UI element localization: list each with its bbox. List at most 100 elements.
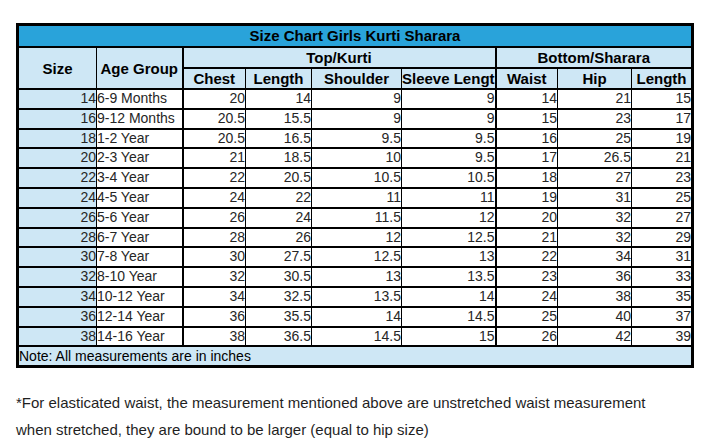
age-cell: 1-2 Year <box>97 129 183 149</box>
waist-cell: 21 <box>496 228 558 248</box>
hip-cell: 27 <box>558 168 632 188</box>
hip-cell: 25 <box>558 129 632 149</box>
chest-cell: 36 <box>183 307 246 327</box>
waist-cell: 20 <box>496 208 558 228</box>
sleeve-length-cell: 15 <box>402 327 496 347</box>
top-length-cell: 26 <box>246 228 312 248</box>
chest-cell: 20 <box>183 89 246 109</box>
shoulder-cell: 13.5 <box>312 287 402 307</box>
bottom-length-cell: 29 <box>632 228 693 248</box>
size-cell: 20 <box>18 148 97 168</box>
sleeve-length-cell: 10.5 <box>402 168 496 188</box>
chest-cell: 30 <box>183 247 246 267</box>
waist-cell: 26 <box>496 327 558 347</box>
chest-cell: 32 <box>183 267 246 287</box>
waist-cell: 17 <box>496 148 558 168</box>
bottom-length-cell: 35 <box>632 287 693 307</box>
bottom-length-cell: 33 <box>632 267 693 287</box>
bottom-length-cell: 17 <box>632 109 693 129</box>
top-length-cell: 20.5 <box>246 168 312 188</box>
note-row: Note: All measurements are in inches <box>18 346 693 367</box>
chest-cell: 26 <box>183 208 246 228</box>
hip-cell: 23 <box>558 109 632 129</box>
size-cell: 14 <box>18 89 97 109</box>
size-table-body: 146-9 Months201499142115169-12 Months20.… <box>18 89 693 346</box>
waist-cell: 19 <box>496 188 558 208</box>
waist-cell: 24 <box>496 287 558 307</box>
sleeve-length-cell: 9.5 <box>402 129 496 149</box>
col-header-shoulder: Shoulder <box>312 68 402 89</box>
sleeve-length-cell: 12.5 <box>402 228 496 248</box>
hip-cell: 32 <box>558 208 632 228</box>
hip-cell: 40 <box>558 307 632 327</box>
table-row: 146-9 Months201499142115 <box>18 89 693 109</box>
table-row: 3612-14 Year3635.51414.5254037 <box>18 307 693 327</box>
age-cell: 5-6 Year <box>97 208 183 228</box>
top-length-cell: 36.5 <box>246 327 312 347</box>
size-chart-table: Size Chart Girls Kurti Sharara Size Age … <box>16 23 694 368</box>
size-chart-page: Size Chart Girls Kurti Sharara Size Age … <box>0 0 722 445</box>
age-cell: 10-12 Year <box>97 287 183 307</box>
shoulder-cell: 10 <box>312 148 402 168</box>
age-cell: 8-10 Year <box>97 267 183 287</box>
age-cell: 2-3 Year <box>97 148 183 168</box>
age-cell: 14-16 Year <box>97 327 183 347</box>
size-cell: 36 <box>18 307 97 327</box>
bottom-length-cell: 37 <box>632 307 693 327</box>
shoulder-cell: 9.5 <box>312 129 402 149</box>
shoulder-cell: 14 <box>312 307 402 327</box>
top-length-cell: 22 <box>246 188 312 208</box>
table-row: 244-5 Year24221111193125 <box>18 188 693 208</box>
age-cell: 6-9 Months <box>97 89 183 109</box>
col-header-sleeve-length: Sleeve Length <box>402 68 496 89</box>
top-length-cell: 30.5 <box>246 267 312 287</box>
waist-cell: 15 <box>496 109 558 129</box>
table-row: 3814-16 Year3836.514.515264239 <box>18 327 693 347</box>
footnote: *For elasticated waist, the measurement … <box>16 389 676 443</box>
top-length-cell: 15.5 <box>246 109 312 129</box>
table-row: 328-10 Year3230.51313.5233633 <box>18 267 693 287</box>
shoulder-cell: 14.5 <box>312 327 402 347</box>
shoulder-cell: 11.5 <box>312 208 402 228</box>
col-header-waist: Waist <box>496 68 558 89</box>
hip-cell: 42 <box>558 327 632 347</box>
table-title: Size Chart Girls Kurti Sharara <box>18 25 693 48</box>
sleeve-length-cell: 11 <box>402 188 496 208</box>
waist-cell: 23 <box>496 267 558 287</box>
size-cell: 26 <box>18 208 97 228</box>
sleeve-length-cell: 9 <box>402 89 496 109</box>
top-length-cell: 16.5 <box>246 129 312 149</box>
size-cell: 30 <box>18 247 97 267</box>
sleeve-length-cell: 13.5 <box>402 267 496 287</box>
shoulder-cell: 12.5 <box>312 247 402 267</box>
waist-cell: 14 <box>496 89 558 109</box>
top-length-cell: 18.5 <box>246 148 312 168</box>
group-header-top-kurti: Top/Kurti <box>183 47 496 68</box>
measurements-note: Note: All measurements are in inches <box>18 346 693 367</box>
top-length-cell: 32.5 <box>246 287 312 307</box>
table-row: 223-4 Year2220.510.510.5182723 <box>18 168 693 188</box>
top-length-cell: 24 <box>246 208 312 228</box>
table-row: 265-6 Year262411.512203227 <box>18 208 693 228</box>
age-cell: 7-8 Year <box>97 247 183 267</box>
size-cell: 32 <box>18 267 97 287</box>
shoulder-cell: 13 <box>312 267 402 287</box>
waist-cell: 22 <box>496 247 558 267</box>
group-header-row: Size Age Group Top/Kurti Bottom/Sharara <box>18 47 693 68</box>
bottom-length-cell: 15 <box>632 89 693 109</box>
bottom-length-cell: 25 <box>632 188 693 208</box>
waist-cell: 16 <box>496 129 558 149</box>
chest-cell: 34 <box>183 287 246 307</box>
size-cell: 38 <box>18 327 97 347</box>
chest-cell: 38 <box>183 327 246 347</box>
table-row: 169-12 Months20.515.599152317 <box>18 109 693 129</box>
col-header-chest: Chest <box>183 68 246 89</box>
waist-cell: 25 <box>496 307 558 327</box>
chest-cell: 24 <box>183 188 246 208</box>
size-cell: 34 <box>18 287 97 307</box>
waist-cell: 18 <box>496 168 558 188</box>
footnote-line-1: *For elasticated waist, the measurement … <box>16 389 676 416</box>
table-row: 3410-12 Year3432.513.514243835 <box>18 287 693 307</box>
age-cell: 3-4 Year <box>97 168 183 188</box>
age-cell: 4-5 Year <box>97 188 183 208</box>
